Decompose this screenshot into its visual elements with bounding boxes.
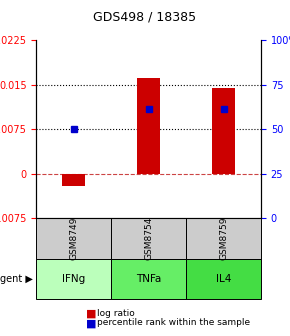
FancyBboxPatch shape: [36, 218, 111, 259]
FancyBboxPatch shape: [111, 259, 186, 299]
Text: IFNg: IFNg: [62, 274, 85, 284]
Bar: [62, 174, 85, 185]
FancyBboxPatch shape: [111, 218, 186, 259]
Text: TNFa: TNFa: [136, 274, 161, 284]
Text: IL4: IL4: [216, 274, 231, 284]
Text: GSM8754: GSM8754: [144, 217, 153, 260]
Text: percentile rank within the sample: percentile rank within the sample: [97, 319, 250, 328]
FancyBboxPatch shape: [186, 259, 261, 299]
Text: ■: ■: [86, 309, 96, 319]
Bar: [212, 88, 235, 174]
FancyBboxPatch shape: [186, 218, 261, 259]
Bar: [137, 78, 160, 174]
Text: ■: ■: [86, 319, 96, 329]
Text: GSM8759: GSM8759: [219, 217, 228, 260]
Text: GSM8749: GSM8749: [69, 217, 78, 260]
FancyBboxPatch shape: [36, 259, 111, 299]
Text: log ratio: log ratio: [97, 309, 135, 318]
Text: agent ▶: agent ▶: [0, 274, 32, 284]
Text: GDS498 / 18385: GDS498 / 18385: [93, 10, 197, 23]
